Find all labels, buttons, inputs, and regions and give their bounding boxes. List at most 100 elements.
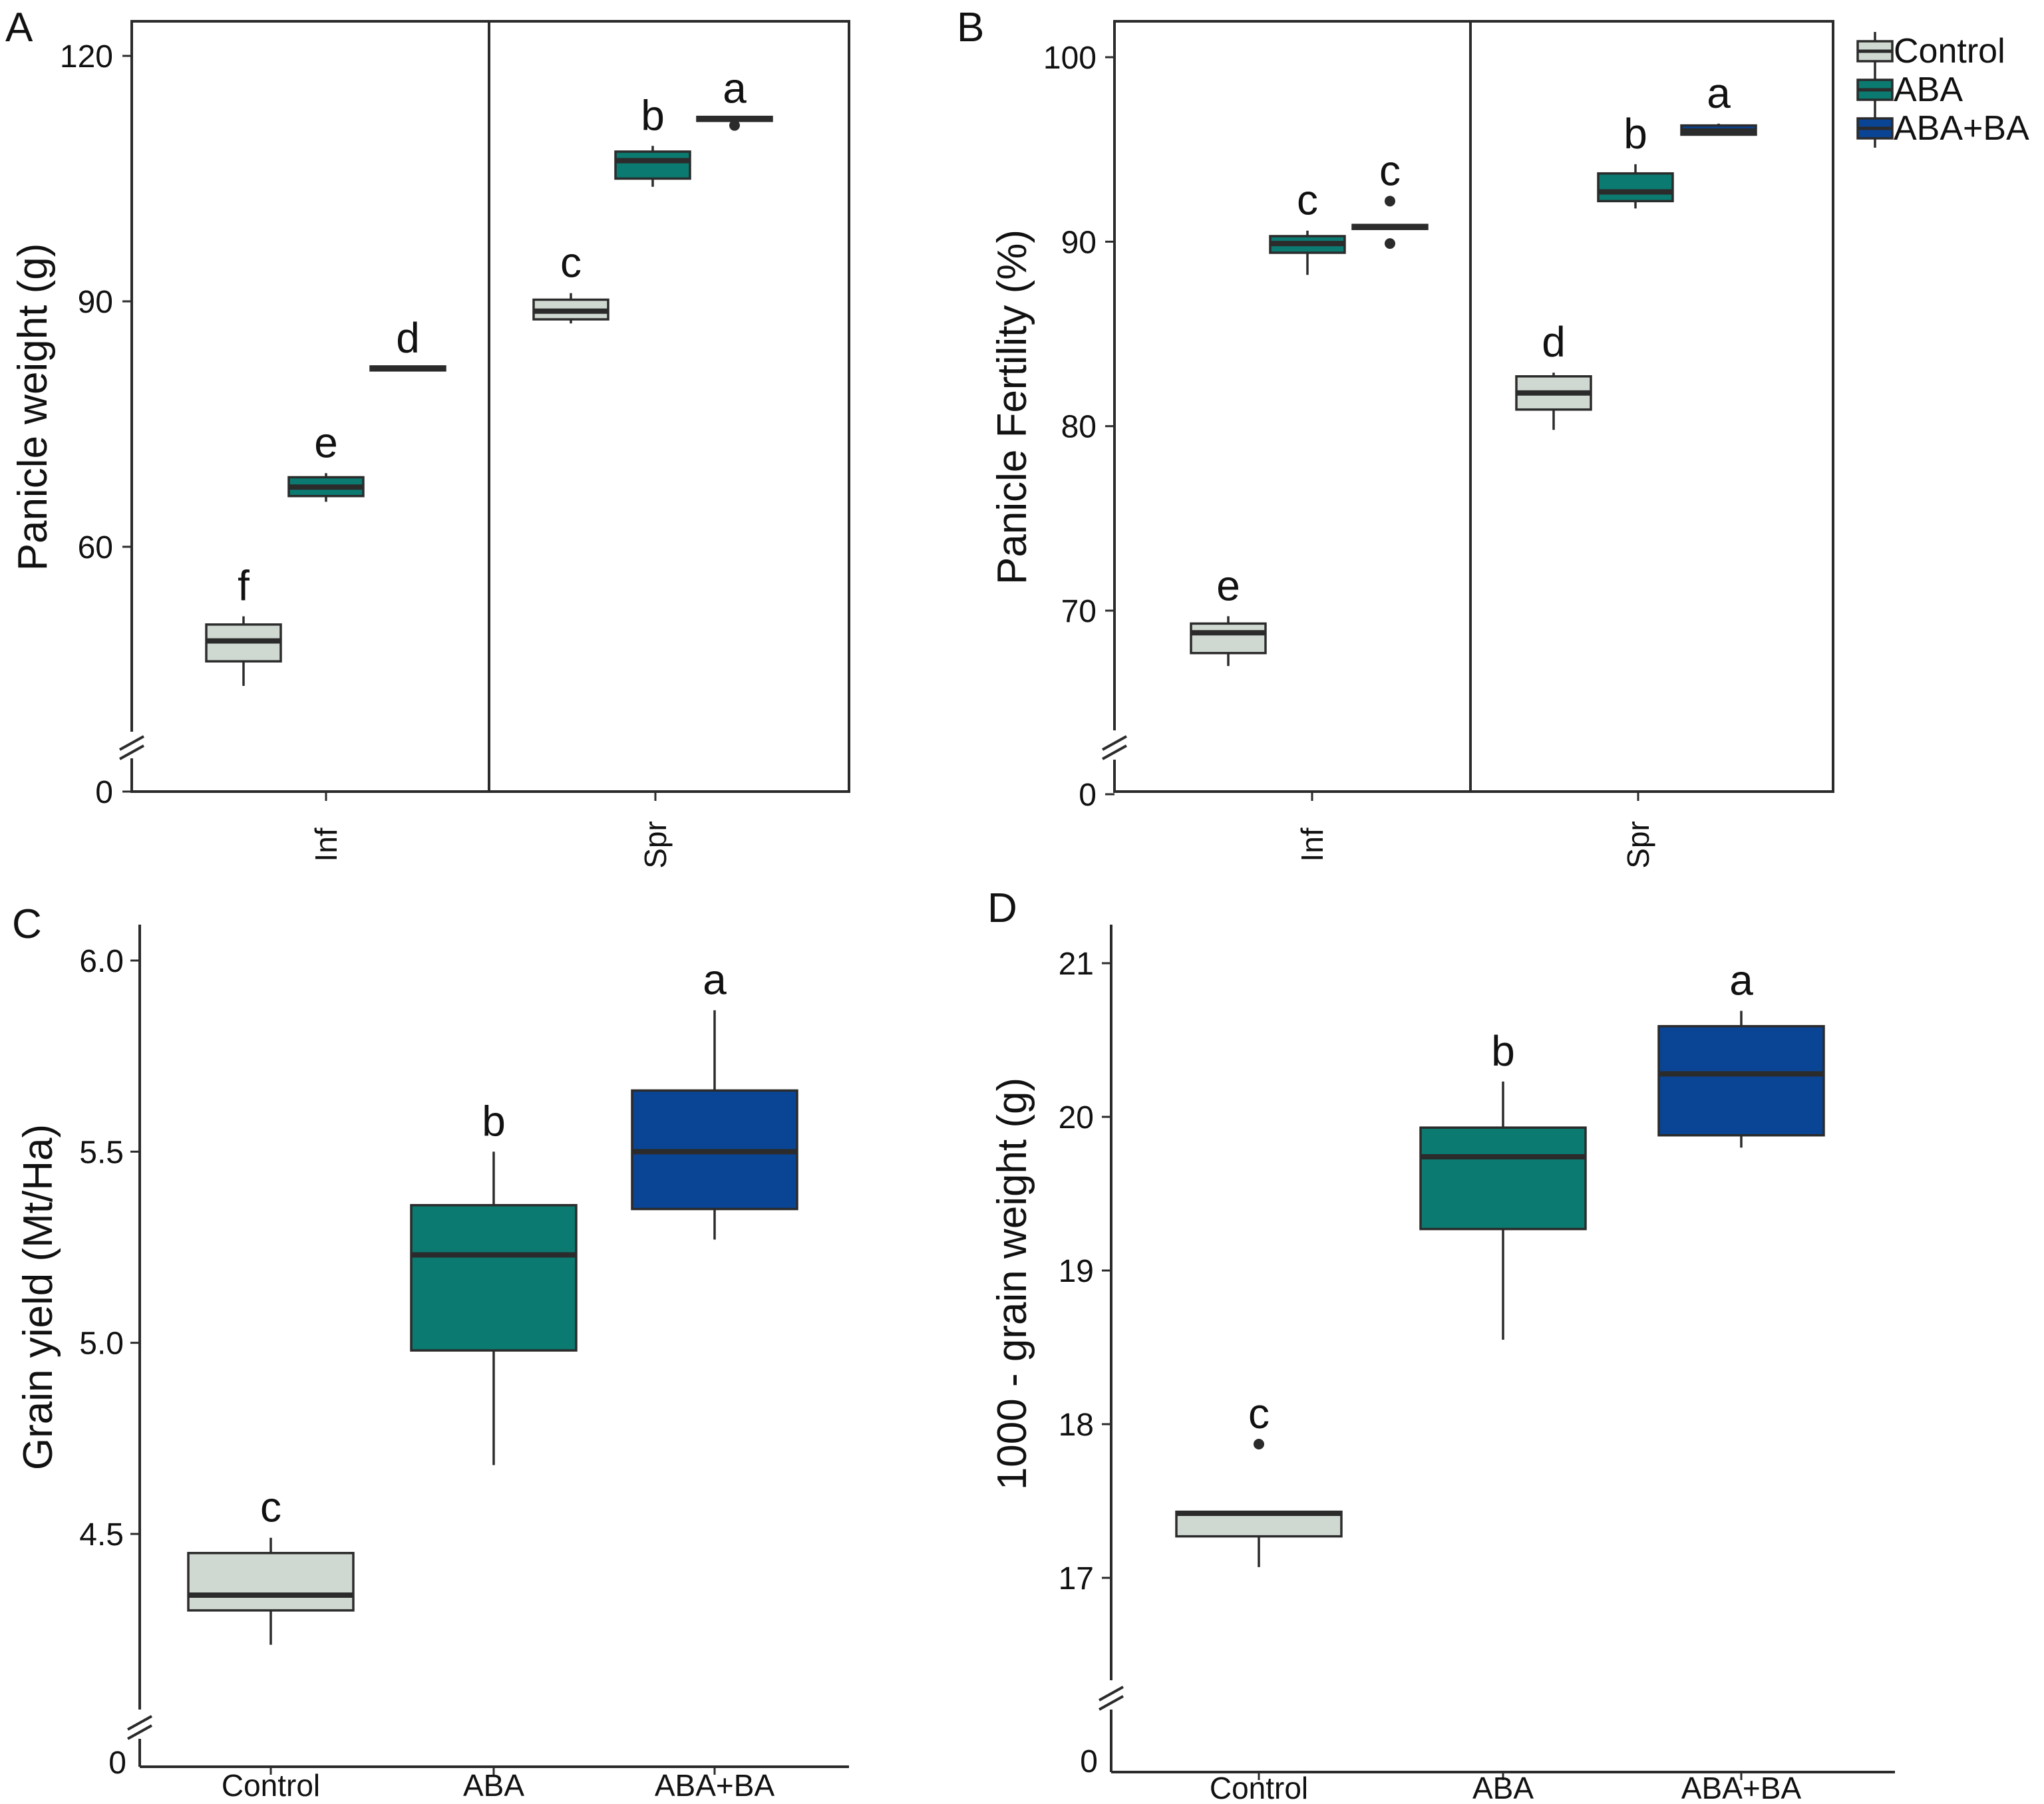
panel-d: D 1000 - grain weight (g) 17 18 19 20 21 0 C… [987,885,1895,1804]
panel-c-box-aba-ba-significance-letter: a [703,956,727,1004]
panel-b-y-tick-label: 80 [1061,410,1097,445]
panel-a-letter: A [5,5,33,51]
panel-d-boxes: c b a [1175,957,1825,1567]
panel-a-box-spr-aba-ba: a [696,65,773,131]
panel-b-box-spr-aba-ba-significance-letter: a [1707,69,1731,117]
panel-a-box-inf-aba-significance-letter: e [314,418,338,466]
panel-d-box-control-significance-letter: c [1248,1390,1270,1437]
panel-b-letter: B [957,5,984,51]
panel-a-facet-label-spr: Spr [638,821,673,869]
panel-c-box-control-iqr [187,1551,355,1612]
panel-c: C Grain yield (Mt/Ha) 4.5 5.0 5.5 6.0 0 Con… [12,901,849,1803]
panel-b-box-spr-control: d [1515,318,1592,430]
legend-control-label: Control [1894,32,2005,71]
panel-a-box-inf-aba-ba-significance-letter: d [396,314,420,362]
panel-d-y-tick-label: 20 [1059,1100,1094,1135]
panel-b-box-inf-aba: c [1269,176,1346,275]
panel-d-box-aba-ba-iqr [1657,1024,1825,1137]
panel-a-y-tick-label: 60 [78,530,113,565]
panel-a-box-spr-aba-significance-letter: b [641,91,665,139]
panel-c-y-ticks: 4.5 5.0 5.5 6.0 [79,944,140,1553]
panel-d-x-labels: Control ABA ABA+BA [1210,1771,1802,1804]
panel-d-x-label-control: Control [1210,1771,1308,1804]
panel-d-y-tick-label: 21 [1059,947,1094,982]
panel-c-axis-break-mark-upper [127,1715,152,1731]
panel-b-y-tick-label: 90 [1061,225,1097,260]
panel-b-boxes: e c c d b a [1190,69,1757,667]
panel-d-axis-break-mark-upper [1099,1686,1124,1702]
panel-a-y-axis-title: Panicle weight (g) [10,243,56,571]
panel-b: B Panicle Fertility (%) 0 70 80 90 100 Inf Sp… [957,5,1834,869]
panel-a-y-ticks: 0 60 90 120 [60,39,132,810]
panel-a-facet-label-inf: Inf [309,827,343,861]
panel-d-box-aba: b [1419,1027,1587,1340]
panel-c-x-label-aba-ba: ABA+BA [655,1768,775,1803]
panel-a-facet-labels: Inf Spr [309,792,673,869]
legend-aba-label: ABA [1894,71,1963,109]
panel-d-box-control-outlier-1 [1254,1439,1264,1450]
panel-a-box-spr-control: c [532,239,609,324]
panel-c-axis-break [127,1710,152,1740]
panel-d-axis-break [1099,1680,1124,1711]
panel-c-box-control-significance-letter: c [260,1483,281,1531]
panel-b-y-axis-title: Panicle Fertility (%) [989,229,1035,585]
panel-a-boxes: f e d c b a [205,65,773,686]
panel-d-box-aba-significance-letter: b [1491,1027,1515,1075]
panel-a: A Panicle weight (g) 0 60 90 120 Inf Spr f e d… [5,5,850,869]
panel-b-box-spr-aba-significance-letter: b [1623,110,1647,158]
panel-b-box-inf-control: e [1190,561,1267,667]
panel-c-x-label-control: Control [222,1768,320,1803]
panel-d-x-label-aba: ABA [1472,1771,1534,1804]
panel-a-box-inf-control: f [205,562,282,686]
panel-b-box-inf-control-significance-letter: e [1216,561,1240,609]
panel-b-y-tick-label: 70 [1061,594,1097,629]
panel-c-box-aba-ba: a [631,956,798,1240]
panel-c-axis-break-mark-lower [127,1724,152,1740]
legend-item-aba-ba: ABA+BA [1856,109,2029,148]
panel-d-y-ticks: 17 18 19 20 21 [1059,947,1111,1596]
panel-a-axis-break-mark-upper [119,735,144,751]
panel-c-y-tick-label: 6.0 [79,944,124,979]
panel-b-y-tick-label: 0 [1079,778,1097,813]
panel-b-facet-labels: Inf Spr [1295,792,1655,869]
panel-b-axis-break [1102,730,1127,760]
panel-a-axis-break [119,732,144,760]
panel-b-box-inf-aba-ba-significance-letter: c [1379,146,1401,194]
panel-c-y-axis-title: Grain yield (Mt/Ha) [15,1124,61,1470]
panel-b-y-ticks: 0 70 80 90 100 [1043,41,1114,813]
panel-b-box-spr-aba: b [1597,110,1674,209]
panel-a-box-inf-aba: e [287,418,365,502]
panel-a-box-spr-control-significance-letter: c [560,239,582,287]
panel-b-axis-break-mark-lower [1102,744,1127,760]
panel-a-box-spr-aba-ba-outlier-1 [729,120,740,131]
panel-d-box-aba-iqr [1419,1126,1587,1231]
panel-a-box-inf-aba-ba: d [369,314,446,372]
panel-d-y-tick-label: 19 [1059,1254,1094,1289]
panel-c-boxes: c b a [187,956,798,1645]
panel-a-y-tick-label: 120 [60,39,113,75]
panel-a-axis-break-mark-lower [119,744,144,760]
panel-b-plot-frame [1113,20,1834,793]
panel-d-box-aba-ba: a [1657,957,1825,1148]
panel-d-zero-label: 0 [1080,1744,1098,1779]
panel-d-y-tick-label: 18 [1059,1408,1094,1443]
panel-c-y-tick-label: 4.5 [79,1517,124,1553]
panel-b-y-tick-label: 100 [1043,41,1097,76]
panel-b-box-inf-aba-significance-letter: c [1297,176,1318,224]
legend-aba-ba-label: ABA+BA [1894,109,2029,148]
panel-b-facet-label-spr: Spr [1621,821,1655,869]
panel-c-box-aba-iqr [410,1204,578,1352]
panel-a-box-spr-aba: b [614,91,691,187]
legend-item-aba: ABA [1856,71,1963,109]
panel-c-x-labels: Control ABA ABA+BA [222,1767,775,1803]
panel-c-box-control: c [187,1483,355,1645]
panel-a-y-tick-label: 0 [95,775,113,810]
panel-a-box-spr-aba-iqr [614,150,691,180]
panel-c-zero-label: 0 [108,1745,126,1781]
panel-d-box-aba-ba-significance-letter: a [1729,957,1753,1004]
panel-d-axis-break-mark-lower [1099,1695,1124,1711]
panel-b-axis-break-gap [1103,730,1126,760]
panel-c-box-aba: b [410,1097,578,1465]
panel-b-facet-label-inf: Inf [1295,827,1329,861]
